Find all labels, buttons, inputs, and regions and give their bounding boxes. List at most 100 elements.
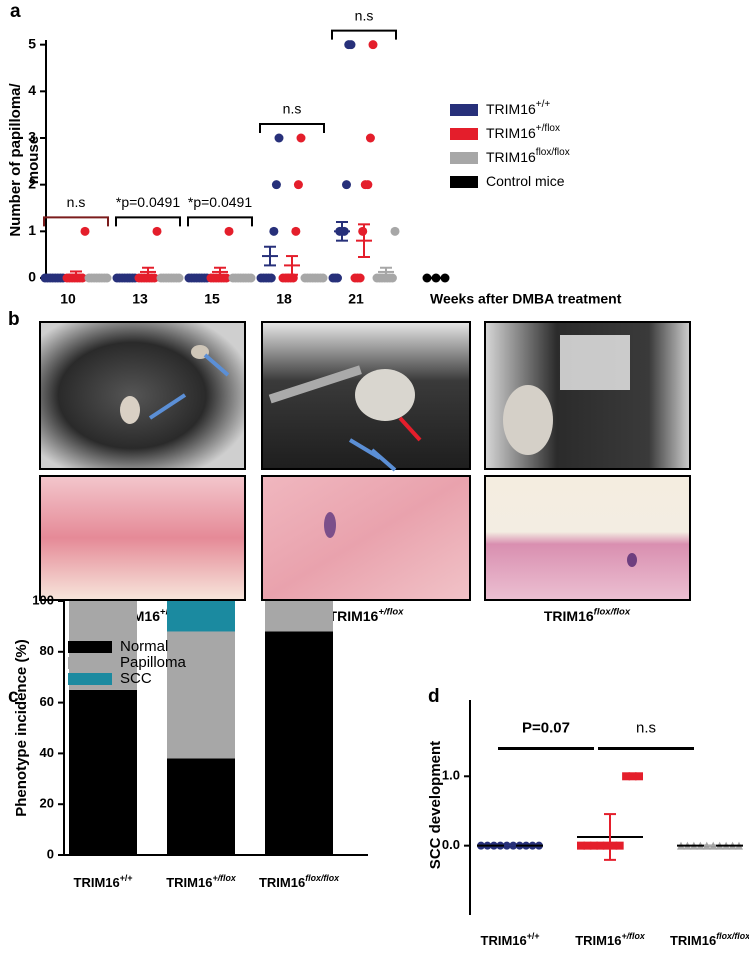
legend-swatch <box>450 128 478 140</box>
y-tick-label: 0.0 <box>442 837 460 852</box>
bar-segment <box>167 631 235 759</box>
point <box>174 273 184 283</box>
x-tick-label: TRIM16+/+ <box>481 931 540 948</box>
point <box>266 273 276 283</box>
x-tick-label-main: TRIM16 <box>74 875 120 890</box>
bracket <box>187 216 253 227</box>
point <box>224 226 234 236</box>
comparison-label: n.s <box>636 720 656 737</box>
point <box>602 841 611 850</box>
point <box>246 273 256 283</box>
point <box>77 273 87 283</box>
y-axis-label: Number of papilloma/ <box>7 83 24 237</box>
point <box>577 841 585 850</box>
panel-label: d <box>428 686 440 707</box>
y-tick-label: 4 <box>28 82 36 98</box>
point <box>365 133 375 143</box>
panel-label: c <box>8 686 19 707</box>
legend-label: TRIM16flox/flox <box>486 147 570 165</box>
papilloma <box>191 345 209 359</box>
point <box>355 273 365 283</box>
y-tick-label: 40 <box>40 745 54 760</box>
x-tick-label: TRIM16+/flox <box>166 873 237 890</box>
point <box>346 40 356 50</box>
point <box>609 841 618 850</box>
photo <box>39 321 246 470</box>
bar-segment <box>167 601 235 632</box>
x-axis-label: Weeks after DMBA treatment <box>430 291 622 307</box>
x-tick-label-main: TRIM16 <box>259 875 305 890</box>
bar-segment <box>265 601 333 632</box>
annotation: n.s <box>355 7 374 23</box>
legend-name: SCC <box>120 670 152 687</box>
cell <box>627 553 637 567</box>
legend-name: TRIM16 <box>486 101 536 117</box>
point <box>269 226 279 236</box>
legend-sup: flox/flox <box>536 147 570 158</box>
legend-name: TRIM16 <box>486 149 536 165</box>
x-tick-label-sup: +/+ <box>527 931 540 941</box>
ruler <box>268 365 362 404</box>
point <box>296 133 306 143</box>
legend-name: Normal <box>120 638 168 655</box>
bracket <box>259 123 325 133</box>
point <box>615 841 624 850</box>
y-tick-label: 1.0 <box>442 768 460 783</box>
point <box>422 273 432 283</box>
legend-label: Normal <box>120 638 168 655</box>
point <box>291 226 301 236</box>
x-tick-label-sup: +/flox <box>212 873 236 883</box>
point <box>596 841 605 850</box>
legend-label: Control mice <box>486 173 565 189</box>
image-caption-main: TRIM16 <box>329 608 379 624</box>
papilloma <box>120 396 140 424</box>
y-tick-label: 0 <box>28 269 36 285</box>
point <box>358 226 368 236</box>
legend-swatch <box>68 657 112 669</box>
x-tick-label-main: TRIM16 <box>670 933 716 948</box>
x-tick-label-main: TRIM16 <box>166 875 212 890</box>
legend-swatch <box>68 641 112 653</box>
bracket <box>331 29 397 40</box>
point <box>363 180 373 190</box>
tumor <box>355 369 415 421</box>
point <box>293 180 303 190</box>
y-tick-label: 5 <box>28 35 36 51</box>
y-axis-label: mouse <box>25 136 42 184</box>
point <box>589 841 598 850</box>
annotation: *p=0.0491 <box>188 194 252 210</box>
histology <box>261 475 471 601</box>
legend-swatch <box>68 673 112 685</box>
y-axis-label: Phenotype incidence (%) <box>13 639 30 817</box>
point <box>288 273 298 283</box>
y-axis-label: SCC development <box>427 741 444 869</box>
y-tick-label: 0 <box>47 846 54 861</box>
x-tick-label: 21 <box>348 291 364 307</box>
x-tick-label-sup: flox/flox <box>305 873 340 883</box>
point <box>333 273 342 283</box>
arrow <box>398 416 422 442</box>
point <box>152 226 162 236</box>
point <box>271 180 281 190</box>
point <box>318 273 328 283</box>
legend-name: Papilloma <box>120 654 187 671</box>
bar-segment <box>265 631 333 855</box>
x-tick-label: 18 <box>276 291 292 307</box>
legend-swatch <box>450 176 478 188</box>
image-caption-main: TRIM16 <box>544 608 594 624</box>
point <box>368 40 378 50</box>
point <box>628 772 637 781</box>
histology <box>484 475 691 601</box>
annotation: *p=0.0491 <box>116 194 180 210</box>
legend-name: TRIM16 <box>486 125 536 141</box>
bar-segment <box>167 758 235 855</box>
point <box>622 772 631 781</box>
legend-label: Papilloma <box>120 654 187 671</box>
legend-sup: +/+ <box>536 99 551 110</box>
point <box>635 772 643 781</box>
panel-label: a <box>10 1 21 22</box>
annotation: n.s <box>67 194 86 210</box>
tumor <box>503 385 553 455</box>
image-caption: TRIM16+/flox <box>329 606 405 624</box>
